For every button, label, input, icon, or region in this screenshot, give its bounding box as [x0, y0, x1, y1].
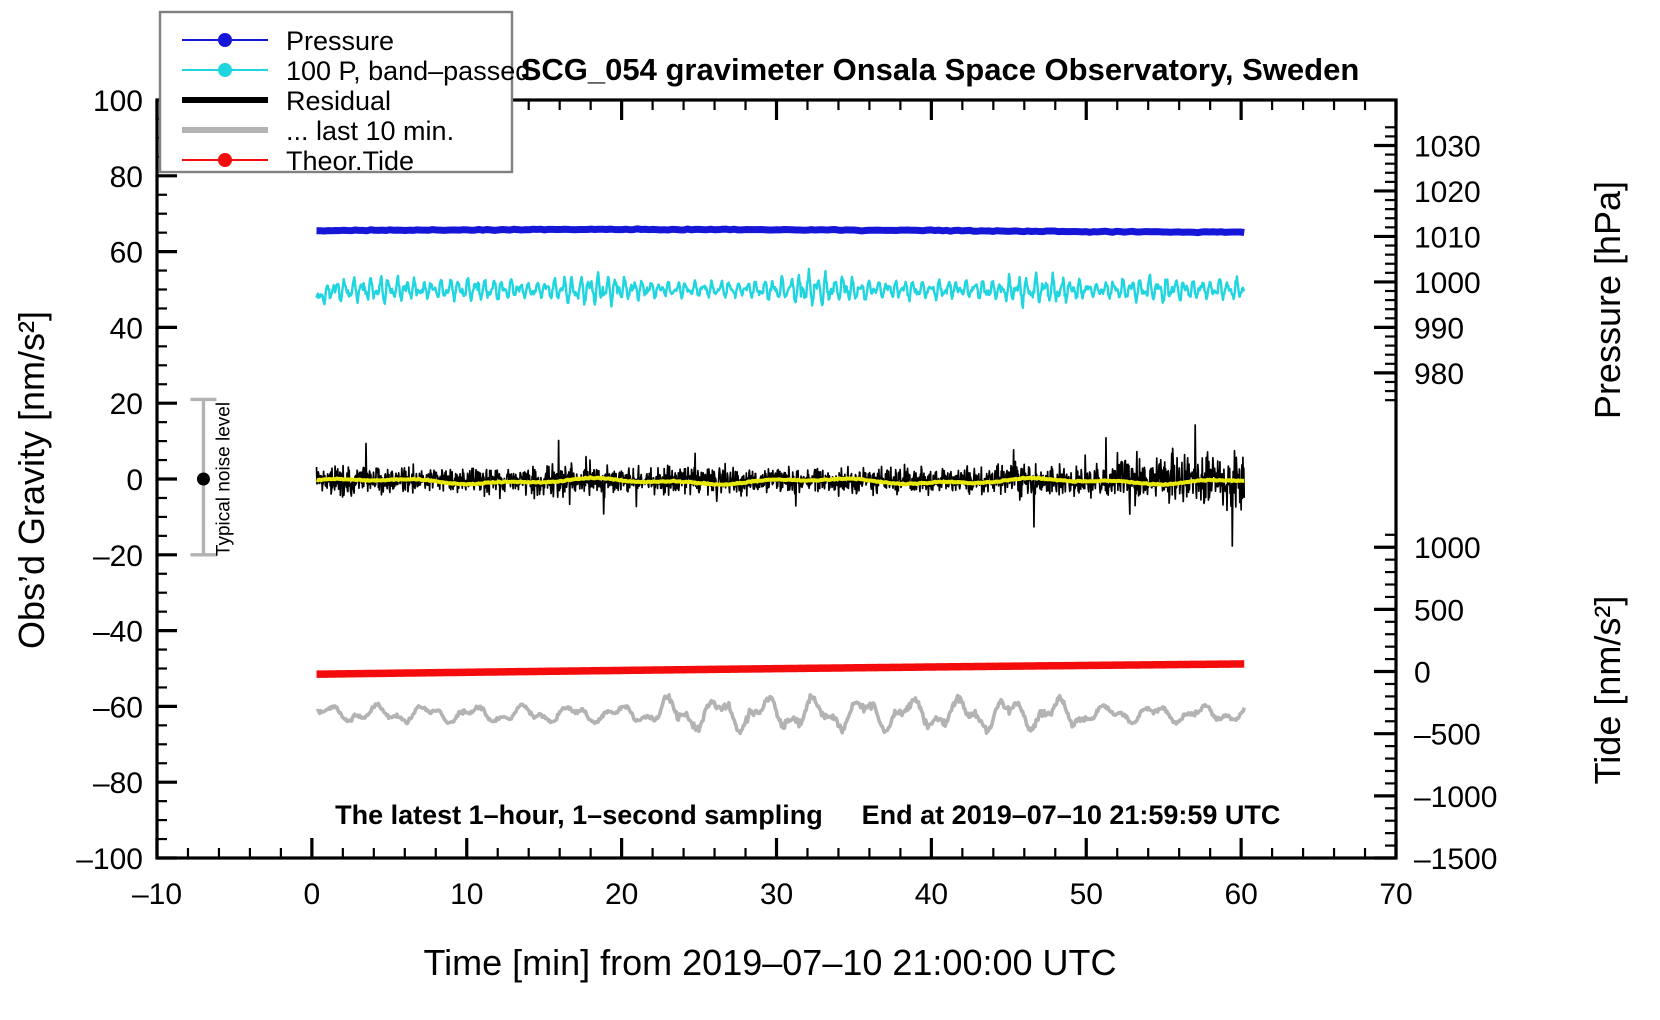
legend-marker-icon — [218, 33, 232, 47]
legend-marker-icon — [218, 153, 232, 167]
y-tick-label: –60 — [93, 691, 143, 724]
y-tick-label: 0 — [126, 464, 143, 497]
y-tick-label: –100 — [76, 843, 143, 876]
series-residual-smoothed — [316, 475, 1245, 487]
y-axis-right-pressure-ticks: 1030 1020 1010 1000 990 980 — [1374, 126, 1481, 402]
tide-tick-label: –1000 — [1414, 781, 1497, 814]
y-axis-right-tide-ticks: 1000 500 0 –500 –1000 –1500 — [1374, 532, 1497, 876]
legend-item-2[interactable]: 100 P, band–passed — [182, 56, 530, 86]
legend-marker-icon — [218, 63, 232, 77]
tide-tick-label: –1500 — [1414, 843, 1497, 876]
legend-label: Residual — [286, 86, 391, 116]
y-axis-right-pressure-label: Pressure [hPa] — [1587, 181, 1628, 419]
series-bandpassed-pressure — [315, 267, 1246, 310]
tide-tick-label: –500 — [1414, 719, 1481, 752]
legend-label: ... last 10 min. — [286, 116, 454, 146]
tide-tick-label: 1000 — [1414, 532, 1481, 565]
chart-title: SCG_054 gravimeter Onsala Space Observat… — [521, 52, 1360, 87]
pressure-tick-label: 990 — [1414, 312, 1464, 345]
x-axis-ticks: –10 0 10 20 30 40 50 60 70 — [132, 100, 1413, 911]
x-tick-label: 70 — [1379, 878, 1412, 911]
noise-level-marker: Typical noise level — [190, 397, 234, 557]
sampling-note: The latest 1–hour, 1–second sampling — [335, 800, 823, 830]
end-time-note: End at 2019–07–10 21:59:59 UTC — [862, 800, 1281, 830]
x-tick-label: 10 — [450, 878, 483, 911]
x-tick-label: 0 — [304, 878, 321, 911]
y-axis-left-ticks: –100 –80 –60 –40 –20 0 20 40 60 80 100 — [76, 85, 177, 876]
plot-annotations: The latest 1–hour, 1–second sampling End … — [335, 800, 1280, 830]
y-tick-label: 100 — [93, 85, 143, 118]
series-last-10-min — [315, 692, 1246, 736]
legend-label: Theor.Tide — [286, 146, 414, 176]
pressure-tick-label: 1020 — [1414, 176, 1481, 209]
data-series-layer — [315, 225, 1246, 736]
y-tick-label: –20 — [93, 540, 143, 573]
noise-level-label: Typical noise level — [213, 402, 234, 556]
x-axis-label: Time [min] from 2019–07–10 21:00:00 UTC — [423, 942, 1116, 983]
tide-tick-label: 0 — [1414, 657, 1431, 690]
series-pressure — [316, 225, 1245, 237]
y-axis-left-label: Obs’d Gravity [nm/s²] — [11, 311, 52, 649]
pressure-tick-label: 1010 — [1414, 221, 1481, 254]
y-axis-right-tide-label: Tide [nm/s²] — [1587, 596, 1628, 785]
tide-tick-label: 500 — [1414, 594, 1464, 627]
pressure-tick-label: 980 — [1414, 358, 1464, 391]
x-tick-label: –10 — [132, 878, 182, 911]
y-tick-label: 20 — [110, 388, 143, 421]
y-tick-label: –80 — [93, 767, 143, 800]
legend-label: 100 P, band–passed — [286, 56, 530, 86]
legend-item-4[interactable]: ... last 10 min. — [182, 116, 454, 146]
legend-item-5[interactable]: Theor.Tide — [182, 146, 414, 176]
x-tick-label: 30 — [760, 878, 793, 911]
y-tick-label: 40 — [110, 312, 143, 345]
x-tick-label: 60 — [1224, 878, 1257, 911]
x-tick-label: 20 — [605, 878, 638, 911]
noise-center-dot — [196, 472, 210, 486]
pressure-tick-label: 1030 — [1414, 130, 1481, 163]
pressure-tick-label: 1000 — [1414, 267, 1481, 300]
legend-label: Pressure — [286, 26, 394, 56]
legend-item-3[interactable]: Residual — [182, 86, 391, 116]
x-tick-label: 40 — [915, 878, 948, 911]
x-tick-label: 50 — [1070, 878, 1103, 911]
series-theoretical-tide — [315, 660, 1245, 678]
y-tick-label: 80 — [110, 161, 143, 194]
y-tick-label: –40 — [93, 616, 143, 649]
legend-item-1[interactable]: Pressure — [182, 26, 394, 56]
y-tick-label: 60 — [110, 237, 143, 270]
